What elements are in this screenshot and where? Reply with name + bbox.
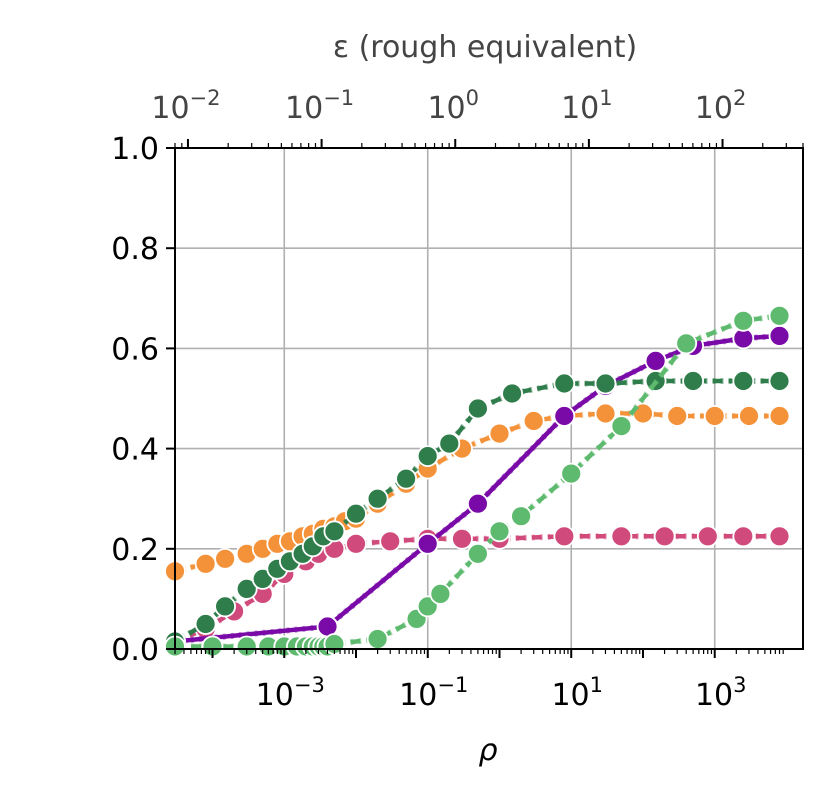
- series-line: [174, 333, 780, 644]
- data-point: [379, 530, 402, 553]
- data-point: [429, 583, 452, 605]
- top-tick-label: 100: [427, 86, 479, 126]
- data-point: [553, 405, 576, 427]
- grid: [175, 148, 803, 649]
- data-point: [451, 527, 473, 550]
- x-tick-label: 103: [695, 673, 747, 713]
- data-point: [732, 525, 755, 548]
- data-point: [501, 382, 523, 405]
- x-tick-label: 101: [551, 673, 603, 713]
- top-tick-label: 101: [561, 86, 613, 126]
- data-point: [682, 370, 704, 392]
- data-point: [345, 532, 367, 555]
- top-axis: 10−2 10−1 100 101 102: [151, 86, 804, 148]
- data-point: [703, 405, 726, 427]
- top-axis-title: ε (rough equivalent): [333, 30, 637, 65]
- data-point: [553, 525, 576, 548]
- data-point: [214, 595, 237, 618]
- x-tick-label: 10−3: [256, 673, 325, 713]
- data-point: [395, 467, 418, 490]
- data-point: [653, 525, 676, 548]
- x-axis-title: ρ: [478, 733, 497, 768]
- data-point: [466, 397, 489, 420]
- data-point: [366, 628, 389, 650]
- data-point: [610, 525, 633, 548]
- data-point: [438, 432, 461, 455]
- top-tick-label: 10−2: [151, 86, 220, 126]
- series-layer: [164, 304, 791, 658]
- data-point: [323, 520, 346, 543]
- y-axis: 0.0 0.2 0.4 0.6 0.8 1.0: [111, 132, 175, 668]
- y-tick-label: 0.6: [111, 332, 159, 367]
- data-point: [696, 525, 719, 548]
- data-point: [560, 462, 583, 485]
- data-point: [594, 372, 617, 395]
- data-point: [666, 405, 689, 427]
- data-point: [345, 502, 367, 525]
- series-4: [164, 304, 791, 658]
- data-point: [194, 552, 217, 575]
- x-axis: 10−3 10−1 101 103: [174, 649, 784, 713]
- top-tick-label: 102: [695, 86, 747, 126]
- data-point: [675, 332, 698, 355]
- data-point: [235, 578, 258, 600]
- data-point: [610, 415, 633, 438]
- data-point: [768, 405, 791, 427]
- data-point: [510, 505, 532, 528]
- data-point: [644, 349, 667, 372]
- data-point: [768, 525, 791, 548]
- series-line: [175, 313, 780, 649]
- data-point: [416, 532, 439, 555]
- series-0: [164, 402, 791, 583]
- data-point: [214, 547, 237, 570]
- data-point: [738, 405, 760, 427]
- data-point: [488, 520, 511, 543]
- data-point: [553, 372, 576, 395]
- data-point: [522, 410, 545, 432]
- y-tick-label: 0.8: [111, 232, 159, 267]
- y-tick-label: 0.2: [111, 533, 159, 568]
- y-tick-label: 0.4: [111, 433, 159, 468]
- y-tick-label: 0.0: [111, 633, 159, 668]
- data-point: [594, 402, 617, 425]
- data-point: [466, 542, 489, 565]
- x-tick-label: 10−1: [399, 673, 468, 713]
- top-tick-label: 10−1: [285, 86, 354, 126]
- data-point: [768, 304, 791, 327]
- y-tick-label: 1.0: [111, 132, 159, 167]
- data-point: [488, 422, 511, 445]
- data-point: [768, 370, 791, 392]
- data-point: [732, 309, 755, 332]
- data-point: [416, 445, 439, 468]
- data-point: [768, 324, 791, 347]
- plot-frame: [174, 147, 804, 650]
- data-point: [194, 613, 217, 635]
- data-point: [366, 487, 389, 510]
- data-point: [732, 370, 755, 392]
- data-point: [466, 492, 489, 515]
- data-point: [235, 635, 258, 658]
